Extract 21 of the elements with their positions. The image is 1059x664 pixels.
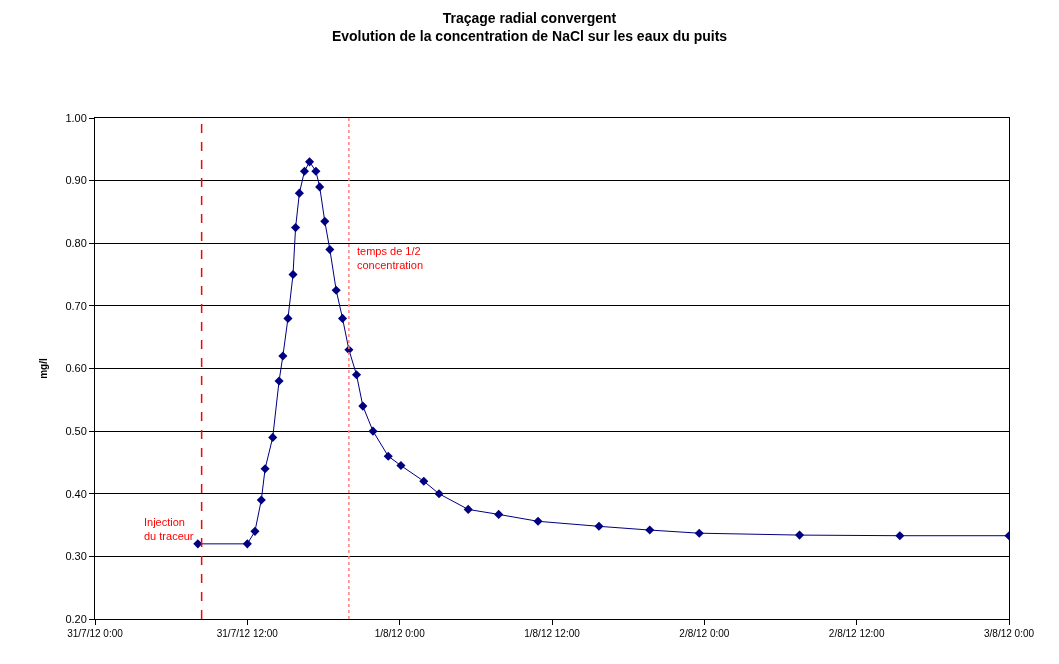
chart-subtitle: Evolution de la concentration de NaCl sur les eaux du puits — [331, 28, 728, 45]
x-tick-label: 2/8/12 0:00 — [679, 628, 730, 639]
y-tick-label: 0.70 — [65, 299, 87, 312]
y-tick-label: 1.00 — [65, 111, 87, 124]
y-tick-label: 0.90 — [65, 174, 87, 187]
ref-line-label: Injection du traceur — [144, 516, 194, 543]
y-tick-label: 0.30 — [65, 550, 87, 563]
x-tick-label: 1/8/12 0:00 — [374, 628, 426, 639]
x-tick-label: 31/7/12 0:00 — [67, 628, 124, 639]
chart-title: Traçage radial convergent — [442, 10, 617, 27]
y-tick-label: 0.60 — [65, 362, 87, 375]
x-tick-label: 3/8/12 0:00 — [983, 628, 1035, 639]
x-tick-label: 1/8/12 12:00 — [524, 628, 581, 639]
y-axis-title: mg/l — [38, 358, 50, 379]
y-tick-label: 0.50 — [65, 424, 87, 437]
x-tick-label: 31/7/12 12:00 — [216, 628, 279, 639]
y-tick-label: 0.20 — [65, 612, 87, 625]
x-tick-label: 2/8/12 12:00 — [828, 628, 885, 639]
y-tick-label: 0.80 — [65, 237, 87, 250]
y-tick-label: 0.40 — [65, 487, 87, 500]
ref-line-label: temps de 1/2 concentration — [357, 245, 424, 272]
